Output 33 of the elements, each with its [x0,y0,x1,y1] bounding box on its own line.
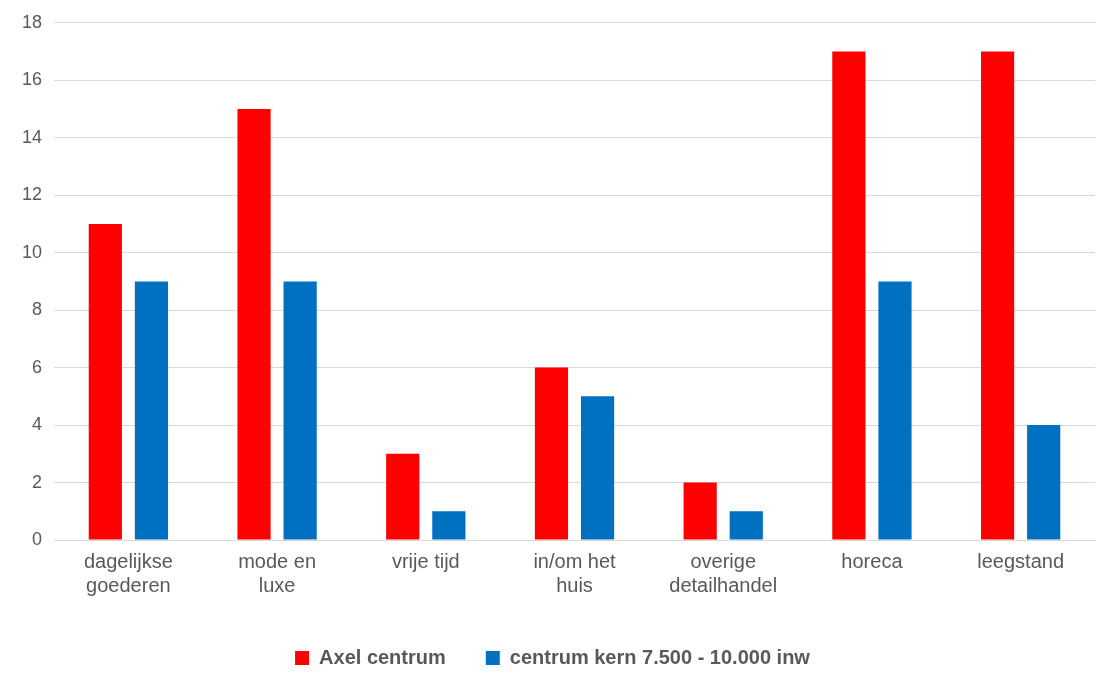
bar [237,109,271,540]
y-tick-label: 8 [32,299,43,320]
legend-label: Axel centrum [319,645,446,668]
bar [283,281,317,540]
bar [729,511,763,540]
bar [832,51,866,540]
y-tick-label: 16 [21,69,43,90]
x-tick-label: vrije tijd [391,549,460,572]
x-tick-label: leegstand [977,549,1065,572]
bar [1027,425,1061,540]
x-tick-label: mode en luxe [238,549,317,596]
x-tick-label: in/om het huis [533,549,617,596]
bar [534,367,569,540]
bar [88,223,122,540]
x-tick-label: dagelijkse goederen [83,549,173,596]
bar [981,51,1015,540]
y-tick-label: 4 [32,414,43,435]
legend-label: centrum kern 7.500 - 10.000 inw [509,645,811,668]
bar [683,482,717,540]
bar [432,511,466,540]
y-tick-label: 14 [21,126,43,147]
x-tick-label: horeca [841,549,904,572]
bar [580,396,615,540]
y-tick-label: 2 [32,471,43,492]
bar [134,281,169,540]
y-tick-label: 18 [21,11,43,32]
y-tick-label: 6 [32,356,43,377]
y-tick-label: 10 [21,241,43,262]
bar [878,281,912,540]
y-tick-label: 0 [32,528,43,549]
x-tick-label: overige detailhandel [669,549,778,596]
y-tick-label: 12 [21,184,43,205]
bar [386,453,420,540]
